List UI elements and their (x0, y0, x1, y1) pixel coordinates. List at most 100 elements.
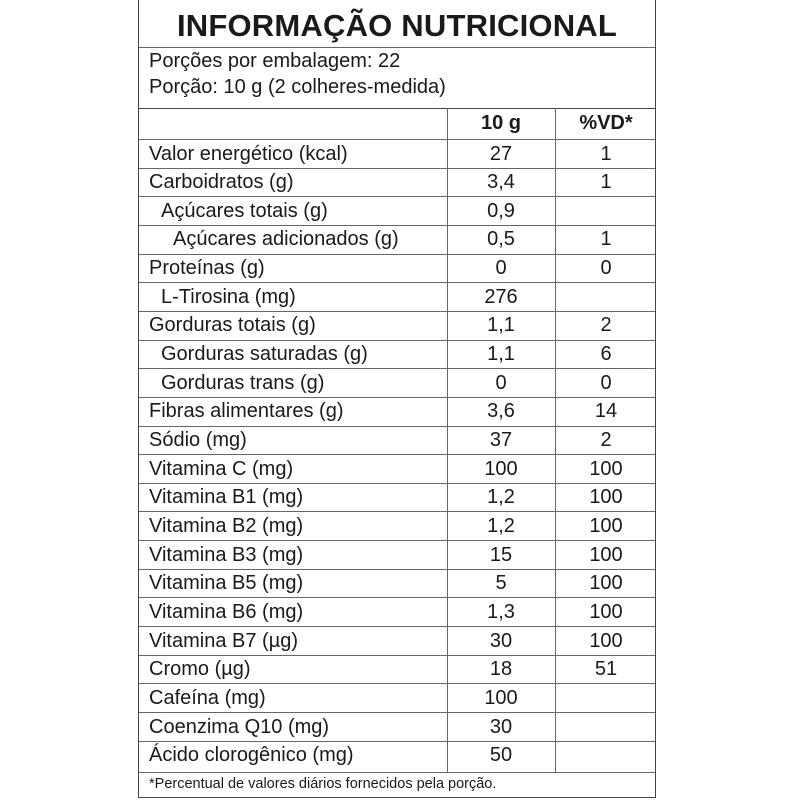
nutrient-amount: 1,3 (487, 600, 515, 623)
nutrient-amount: 0 (495, 257, 507, 280)
row-divider (139, 253, 655, 255)
row-divider (139, 167, 655, 169)
nutrient-amount: 37 (489, 429, 513, 451)
nutrient-daily-value: 0 (600, 371, 612, 394)
row-divider (139, 626, 655, 628)
nutrient-row: Vitamina B7 (µg) 30 100 (139, 627, 655, 656)
nutrient-amount: 0,9 (487, 199, 515, 222)
nutrient-amount: 0 (495, 371, 507, 394)
nutrient-amount: 0,5 (487, 228, 515, 251)
row-divider (139, 740, 655, 742)
nutrient-row: Coenzima Q10 (mg) 30 (139, 713, 655, 742)
nutrient-name: Cafeína (mg) (149, 686, 266, 709)
nutrient-row: Vitamina B3 (mg) 15 100 (139, 541, 655, 570)
nutrient-name: L-Tirosina (mg) (161, 285, 296, 308)
nutrient-row: Ácido clorogênico (mg) 50 (139, 741, 655, 770)
nutrient-daily-value: 100 (589, 572, 623, 595)
nutrient-daily-value: 1 (600, 142, 612, 165)
row-divider (139, 712, 655, 713)
nutrient-daily-value: 1 (600, 228, 612, 251)
column-divider (555, 108, 556, 772)
nutrient-row: Vitamina C (mg) 100 100 (139, 455, 655, 484)
row-divider (139, 310, 655, 312)
nutrient-name: Ácido clorogênico (mg) (149, 744, 354, 767)
row-divider (139, 425, 655, 427)
nutrient-row: Carboidratos (g) 3,4 1 (139, 168, 655, 197)
nutrient-amount: 5 (495, 572, 507, 595)
nutrient-amount: 100 (484, 457, 518, 480)
column-divider (447, 108, 448, 772)
row-divider (139, 139, 655, 140)
nutrient-name: Gorduras trans (g) (161, 371, 325, 394)
divider (139, 108, 655, 109)
amount-column-header: 10 g (480, 112, 522, 134)
label-title: INFORMAÇÃO NUTRICIONAL (176, 8, 618, 43)
nutrient-name: Coenzima Q10 (mg) (149, 715, 330, 738)
nutrient-amount: 50 (489, 744, 513, 767)
row-divider (139, 282, 655, 284)
nutrient-name: Gorduras totais (g) (149, 314, 316, 337)
nutrient-name: Valor energético (kcal) (149, 142, 348, 165)
nutrient-row: Fibras alimentares (g) 3,6 14 (139, 397, 655, 426)
nutrient-row: L-Tirosina (mg) 276 (139, 283, 655, 312)
row-divider (139, 568, 655, 570)
nutrient-name: Açúcares adicionados (g) (173, 228, 399, 251)
nutrition-facts-label: INFORMAÇÃO NUTRICIONAL Porções por embal… (138, 0, 656, 798)
row-divider (139, 196, 655, 198)
nutrient-name: Vitamina B7 (µg) (149, 629, 298, 652)
divider (139, 47, 655, 48)
nutrient-name: Proteínas (g) (149, 257, 265, 280)
nutrient-row: Vitamina B2 (mg) 1,2 100 (139, 512, 655, 541)
nutrient-name: Carboidratos (g) (149, 171, 294, 194)
nutrient-row: Sódio (mg) 37 2 (139, 426, 655, 455)
divider (139, 772, 655, 773)
nutrient-name: Vitamina B1 (mg) (149, 486, 304, 509)
nutrient-name: Vitamina B5 (mg) (149, 572, 304, 595)
nutrient-amount: 30 (489, 715, 513, 738)
nutrient-name: Vitamina C (mg) (149, 457, 294, 480)
row-divider (139, 454, 655, 456)
nutrient-amount: 30 (489, 629, 513, 652)
servings-per-package: Porções por embalagem: 22 (149, 50, 401, 72)
nutrient-amount: 100 (484, 686, 518, 709)
row-divider (139, 368, 655, 370)
nutrient-name: Gorduras saturadas (g) (161, 343, 368, 366)
dv-column-header: %VD* (579, 112, 633, 134)
row-divider (139, 597, 655, 599)
row-divider (139, 511, 655, 513)
nutrient-row: Valor energético (kcal) 27 1 (139, 140, 655, 169)
nutrient-row: Gorduras saturadas (g) 1,1 6 (139, 340, 655, 369)
nutrient-daily-value: 1 (600, 171, 612, 194)
nutrient-name: Sódio (mg) (149, 429, 247, 451)
nutrient-daily-value: 2 (600, 429, 612, 451)
row-divider (139, 396, 655, 398)
nutrient-amount: 1,1 (487, 343, 515, 366)
nutrient-row: Proteínas (g) 0 0 (139, 254, 655, 283)
nutrient-row: Açúcares adicionados (g) 0,5 1 (139, 225, 655, 254)
nutrient-row: Cafeína (mg) 100 (139, 684, 655, 713)
serving-size: Porção: 10 g (2 colheres-medida) (149, 76, 446, 98)
nutrient-daily-value: 14 (594, 400, 618, 423)
row-divider (139, 540, 655, 542)
nutrient-row: Cromo (µg) 18 51 (139, 655, 655, 684)
nutrient-daily-value: 51 (594, 658, 618, 681)
nutrient-amount: 3,4 (487, 171, 515, 194)
nutrient-name: Vitamina B2 (mg) (149, 514, 304, 537)
nutrient-name: Vitamina B6 (mg) (149, 600, 304, 623)
nutrient-name: Açúcares totais (g) (161, 199, 328, 222)
row-divider (139, 482, 655, 484)
nutrient-row: Vitamina B6 (mg) 1,3 100 (139, 598, 655, 627)
nutrient-row: Açúcares totais (g) 0,9 (139, 197, 655, 226)
nutrient-amount: 1,2 (487, 514, 515, 537)
nutrient-row: Vitamina B1 (mg) 1,2 100 (139, 483, 655, 512)
nutrient-row: Gorduras totais (g) 1,1 2 (139, 311, 655, 340)
nutrient-amount: 27 (489, 142, 513, 165)
row-divider (139, 224, 655, 226)
footnote: *Percentual de valores diários fornecido… (149, 776, 497, 792)
nutrient-amount: 276 (484, 285, 518, 308)
nutrient-daily-value: 100 (589, 629, 623, 652)
nutrient-daily-value: 100 (589, 600, 623, 623)
nutrient-daily-value: 0 (600, 257, 612, 280)
row-divider (139, 683, 655, 685)
row-divider (139, 654, 655, 656)
